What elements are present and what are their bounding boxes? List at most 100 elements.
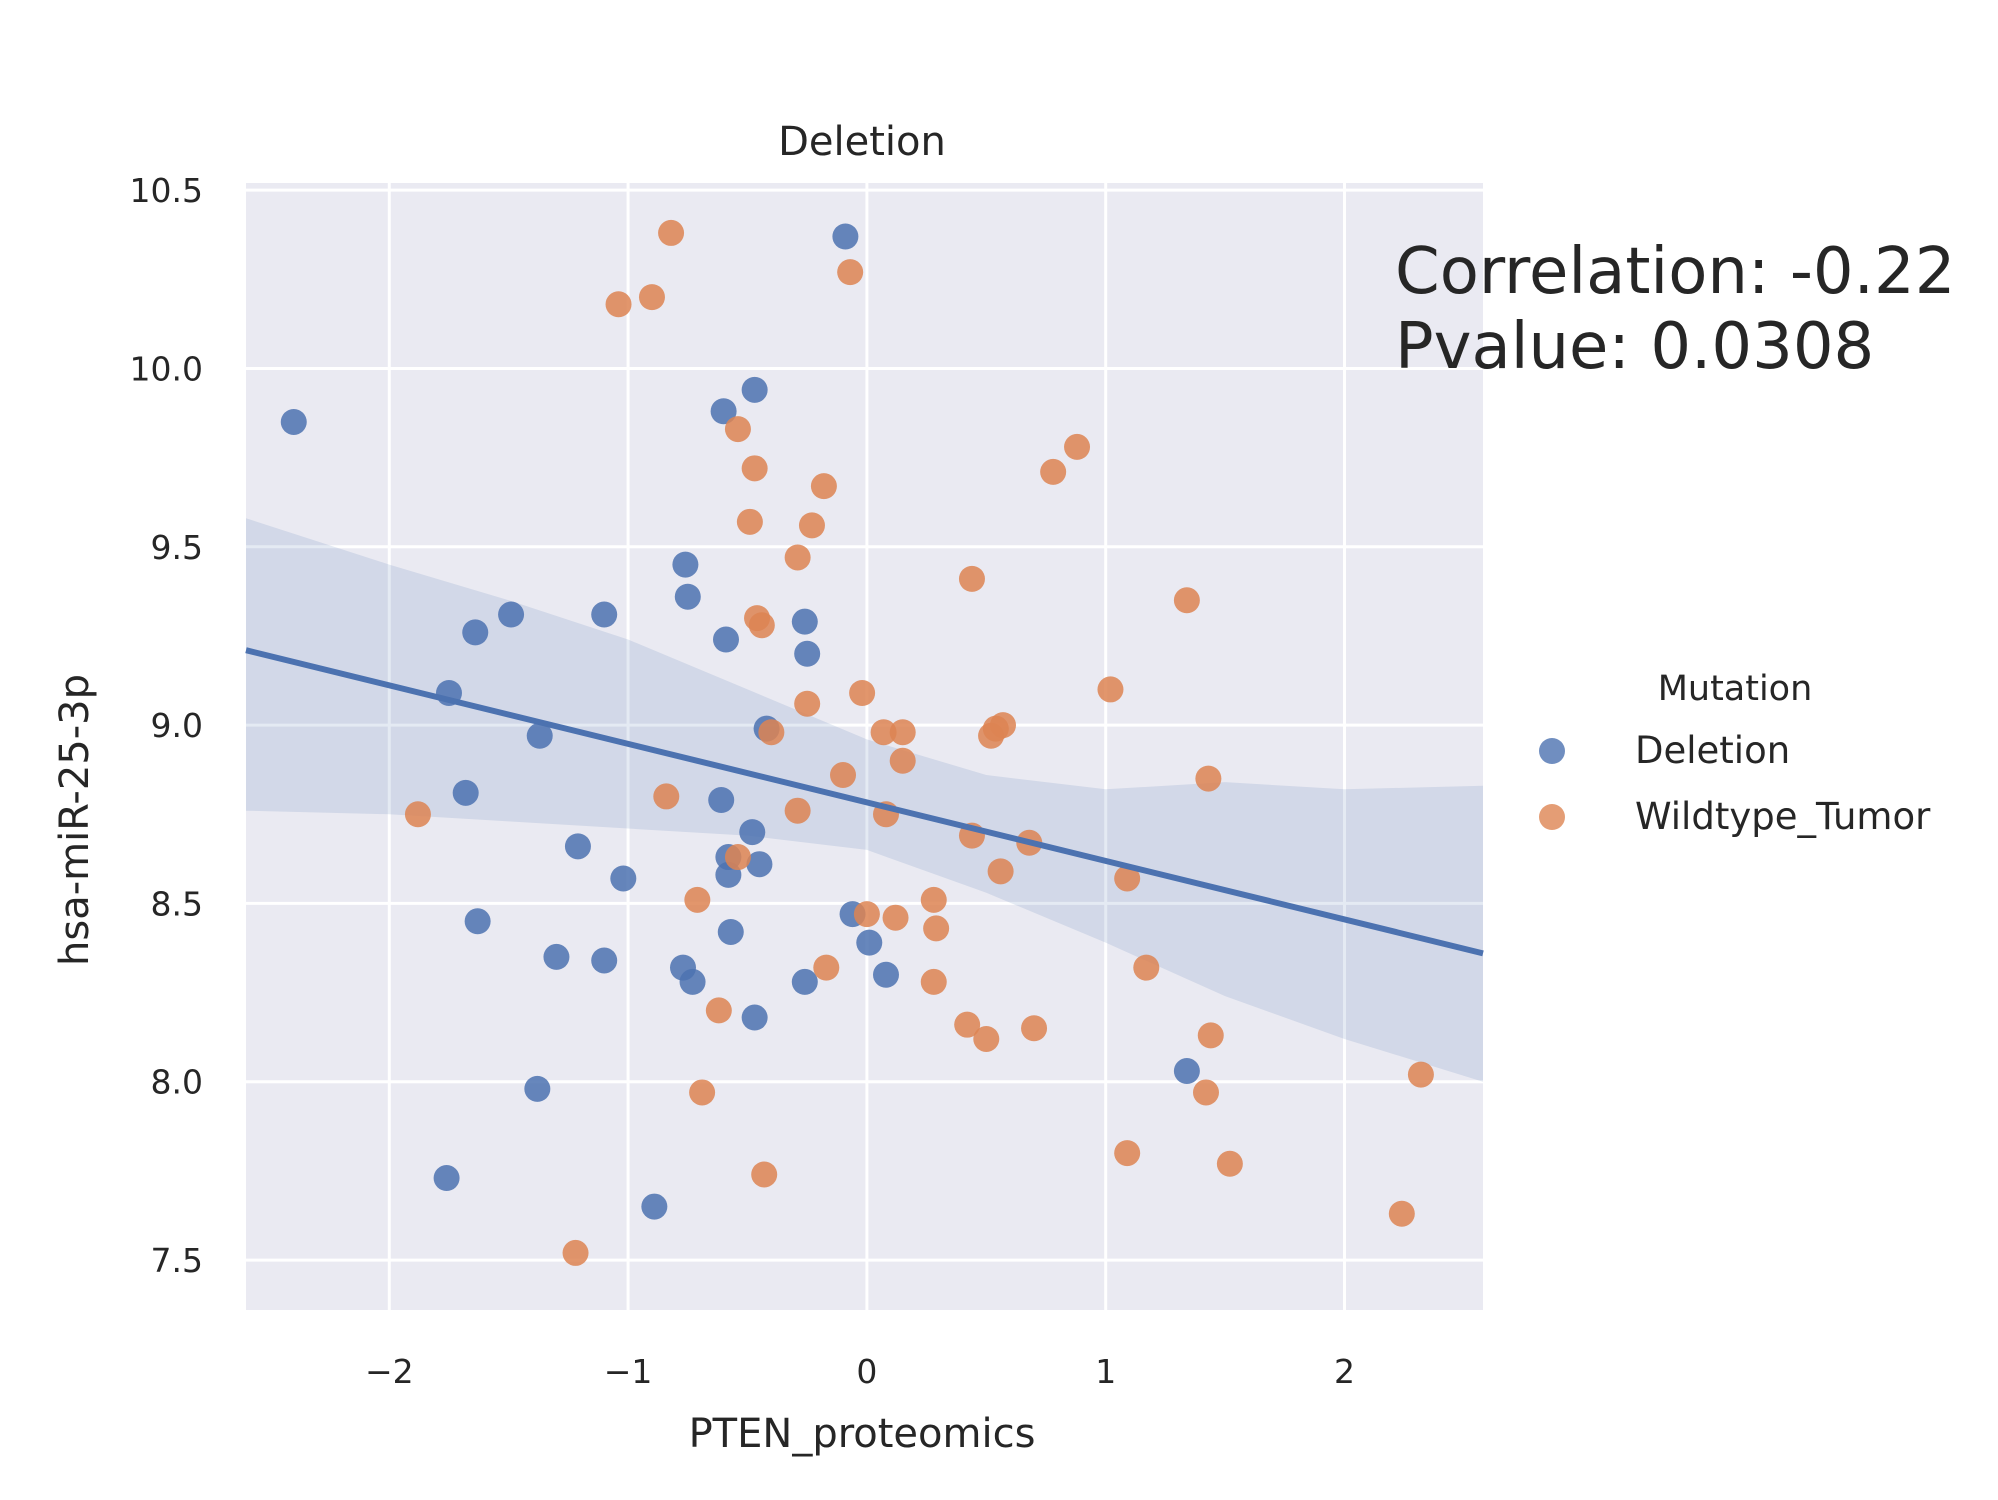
x-tick-label: 1: [1095, 1352, 1116, 1391]
point-wildtype-tumor: [653, 783, 680, 810]
point-wildtype-tumor: [684, 886, 711, 913]
point-wildtype-tumor: [1133, 954, 1160, 981]
point-wildtype-tumor: [920, 968, 947, 995]
point-deletion: [739, 819, 766, 846]
point-deletion: [717, 918, 744, 945]
x-tick-label: −2: [365, 1352, 414, 1391]
point-wildtype-tumor: [724, 416, 751, 443]
legend-marker-wildtype: [1539, 804, 1565, 830]
y-tick-label: 8.0: [151, 1063, 203, 1102]
y-tick-label: 9.0: [151, 706, 203, 745]
point-deletion: [674, 583, 701, 610]
y-tick-label: 8.5: [151, 884, 203, 923]
point-deletion: [591, 947, 618, 974]
point-wildtype-tumor: [794, 690, 821, 717]
x-tick-label: −1: [604, 1352, 653, 1391]
x-tick-label: 2: [1334, 1352, 1355, 1391]
point-deletion: [452, 779, 479, 806]
point-wildtype-tumor: [849, 680, 876, 707]
point-wildtype-tumor: [1097, 676, 1124, 703]
point-deletion: [712, 626, 739, 653]
pvalue-annotation: Pvalue: 0.0308: [1395, 310, 1874, 384]
point-wildtype-tumor: [1114, 1140, 1141, 1167]
point-deletion: [708, 786, 735, 813]
point-wildtype-tumor: [837, 259, 864, 286]
legend-label-deletion: Deletion: [1635, 729, 1790, 772]
point-deletion: [679, 968, 706, 995]
y-tick-label: 9.5: [151, 528, 203, 567]
point-deletion: [791, 608, 818, 635]
point-wildtype-tumor: [1114, 865, 1141, 892]
point-wildtype-tumor: [741, 455, 768, 482]
point-wildtype-tumor: [810, 473, 837, 500]
legend-label-wildtype: Wildtype_Tumor: [1635, 795, 1931, 838]
point-wildtype-tumor: [784, 797, 811, 824]
point-deletion: [591, 601, 618, 628]
point-wildtype-tumor: [987, 858, 1014, 885]
legend-marker-deletion: [1539, 738, 1565, 764]
point-wildtype-tumor: [1173, 587, 1200, 614]
point-deletion: [1173, 1058, 1200, 1085]
point-wildtype-tumor: [562, 1239, 589, 1266]
point-wildtype-tumor: [870, 719, 897, 746]
point-wildtype-tumor: [958, 565, 985, 592]
point-wildtype-tumor: [1388, 1200, 1415, 1227]
y-axis-ticks: 7.5 8.0 8.5 9.0 9.5 10.0 10.5: [130, 171, 203, 1280]
point-deletion: [433, 1165, 460, 1192]
x-axis-label: PTEN_proteomics: [689, 1411, 1036, 1457]
point-wildtype-tumor: [923, 915, 950, 942]
point-deletion: [498, 601, 525, 628]
data-points: [280, 219, 1434, 1266]
point-deletion: [741, 376, 768, 403]
point-wildtype-tumor: [751, 1161, 778, 1188]
point-deletion: [280, 408, 307, 435]
point-deletion: [856, 929, 883, 956]
point-wildtype-tumor: [605, 291, 632, 318]
point-deletion: [543, 943, 570, 970]
point-wildtype-tumor: [990, 712, 1017, 739]
y-tick-label: 10.0: [130, 349, 203, 388]
x-axis-ticks: −2 −1 0 1 2: [365, 1352, 1355, 1391]
point-wildtype-tumor: [748, 612, 775, 639]
point-wildtype-tumor: [705, 997, 732, 1024]
point-deletion: [462, 619, 489, 646]
legend: Mutation Deletion Wildtype_Tumor: [1539, 669, 1931, 838]
point-wildtype-tumor: [1195, 765, 1222, 792]
point-wildtype-tumor: [973, 1025, 1000, 1052]
y-tick-label: 10.5: [130, 171, 203, 210]
plot-background: [246, 183, 1483, 1310]
point-wildtype-tumor: [404, 801, 431, 828]
point-wildtype-tumor: [1407, 1061, 1434, 1088]
point-wildtype-tumor: [954, 1011, 981, 1038]
point-deletion: [524, 1075, 551, 1102]
point-wildtype-tumor: [1197, 1022, 1224, 1049]
point-deletion: [564, 833, 591, 860]
point-wildtype-tumor: [1040, 458, 1067, 485]
point-deletion: [610, 865, 637, 892]
point-deletion: [791, 968, 818, 995]
y-tick-label: 7.5: [151, 1241, 203, 1280]
point-wildtype-tumor: [658, 219, 685, 246]
correlation-annotation: Correlation: -0.22: [1395, 235, 1955, 309]
point-wildtype-tumor: [889, 747, 916, 774]
point-wildtype-tumor: [798, 512, 825, 539]
point-wildtype-tumor: [1021, 1015, 1048, 1042]
point-deletion: [741, 1004, 768, 1031]
point-deletion: [746, 851, 773, 878]
point-wildtype-tumor: [638, 284, 665, 311]
point-wildtype-tumor: [689, 1079, 716, 1106]
point-deletion: [872, 961, 899, 988]
y-axis-label: hsa-miR-25-3p: [52, 674, 98, 966]
regression-line-group: [245, 647, 1484, 957]
point-wildtype-tumor: [1216, 1150, 1243, 1177]
x-tick-label: 0: [856, 1352, 877, 1391]
legend-title: Mutation: [1658, 669, 1813, 709]
point-wildtype-tumor: [813, 954, 840, 981]
point-deletion: [710, 398, 737, 425]
point-deletion: [526, 722, 553, 749]
point-wildtype-tumor: [1192, 1079, 1219, 1106]
point-deletion: [794, 640, 821, 667]
point-wildtype-tumor: [889, 719, 916, 746]
point-deletion: [672, 551, 699, 578]
